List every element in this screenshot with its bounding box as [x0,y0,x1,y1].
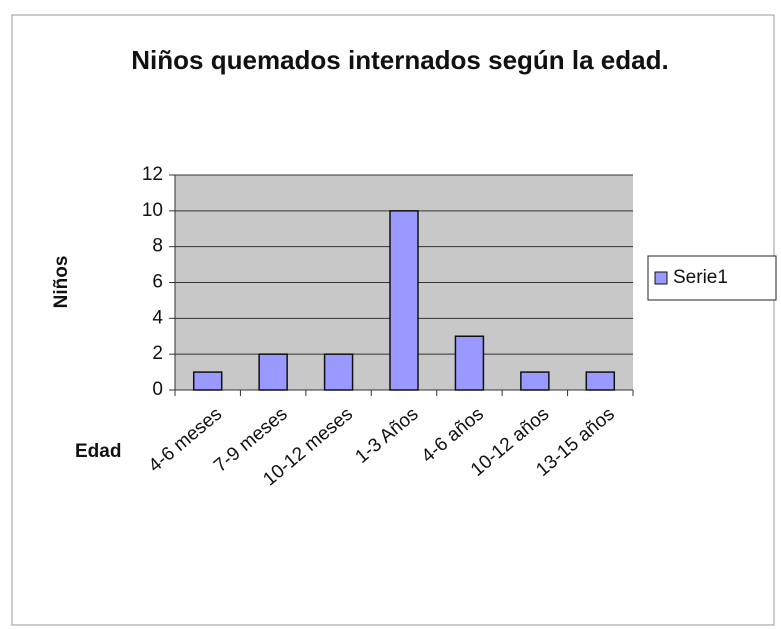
y-tick-label: 10 [142,200,163,221]
bar [585,371,616,391]
y-tick-label: 8 [152,236,163,257]
y-axis-label: Niños [51,256,72,309]
y-tick-label: 0 [152,379,163,400]
y-tick-label: 4 [152,307,163,328]
bar [454,335,485,391]
y-tick-label: 6 [152,272,163,293]
y-tick-label: 2 [152,343,163,364]
legend-box [647,255,777,301]
legend-label: Serie1 [673,267,728,288]
legend-swatch [654,271,668,285]
chart-title: Niños quemados internados según la edad. [131,45,669,75]
bar [520,371,550,391]
x-axis-label: Edad [75,441,121,462]
x-tick-label: 1-3 Años [351,404,422,468]
bar [192,371,223,391]
chart-frame [11,14,775,626]
y-tick-label: 12 [142,164,163,185]
bar [389,210,419,391]
bar [258,353,288,391]
bar [323,353,354,391]
